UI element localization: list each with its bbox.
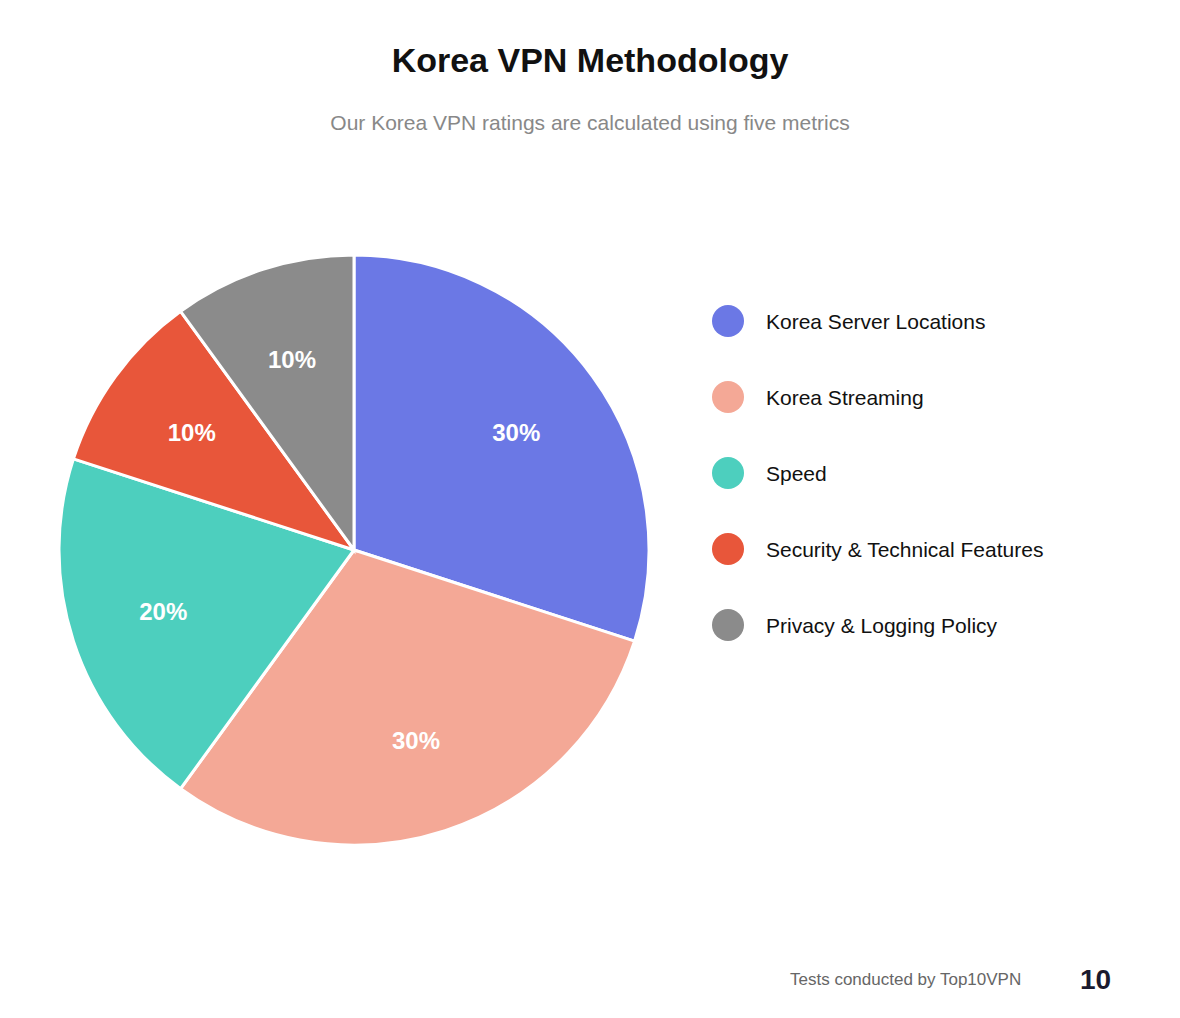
data-label: 30% [492,419,540,446]
background [0,0,1180,1018]
title: Korea VPN Methodology [392,41,789,79]
data-label: 10% [268,346,316,373]
data-label: 10% [168,419,216,446]
data-label: 30% [392,727,440,754]
legend-marker [712,381,744,413]
footer-text: Tests conducted by Top10VPN [790,970,1021,989]
legend-label: Privacy & Logging Policy [766,614,998,637]
pie-slice [181,255,354,550]
legend-label: Security & Technical Features [766,538,1043,561]
legend: Korea Server Locations Korea Streaming Spe… [712,305,1043,641]
legend-label: Korea Streaming [766,386,924,409]
subtitle: Our Korea VPN ratings are calculated usi… [330,111,849,134]
legend-label: Speed [766,462,827,485]
legend-label: Korea Server Locations [766,310,985,333]
data-label: 20% [139,598,187,625]
legend-marker [712,609,744,641]
pie [59,255,649,845]
legend-marker [712,305,744,337]
slice-labels: 30% 30% 20% 10% 10% [139,346,540,755]
legend-marker [712,457,744,489]
chart: Korea VPN Methodology Our Korea VPN ratin… [0,0,1180,1018]
chart-container: Korea VPN Methodology Our Korea VPN ratin… [0,0,1180,1018]
logo-text: 10 [1080,964,1111,995]
legend-marker [712,533,744,565]
